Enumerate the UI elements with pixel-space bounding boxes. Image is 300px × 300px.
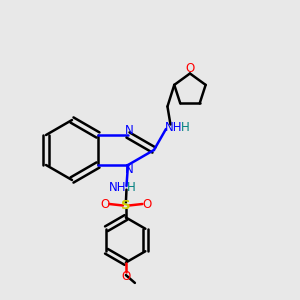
Text: H: H: [127, 181, 135, 194]
Text: O: O: [121, 270, 130, 284]
Text: NH: NH: [109, 181, 127, 194]
Text: O: O: [142, 197, 152, 211]
Text: N: N: [125, 124, 134, 137]
Text: N: N: [125, 163, 134, 176]
Text: S: S: [121, 199, 131, 212]
Text: O: O: [185, 62, 195, 76]
Text: H: H: [181, 121, 190, 134]
Text: O: O: [100, 197, 110, 211]
Text: NH: NH: [165, 121, 182, 134]
